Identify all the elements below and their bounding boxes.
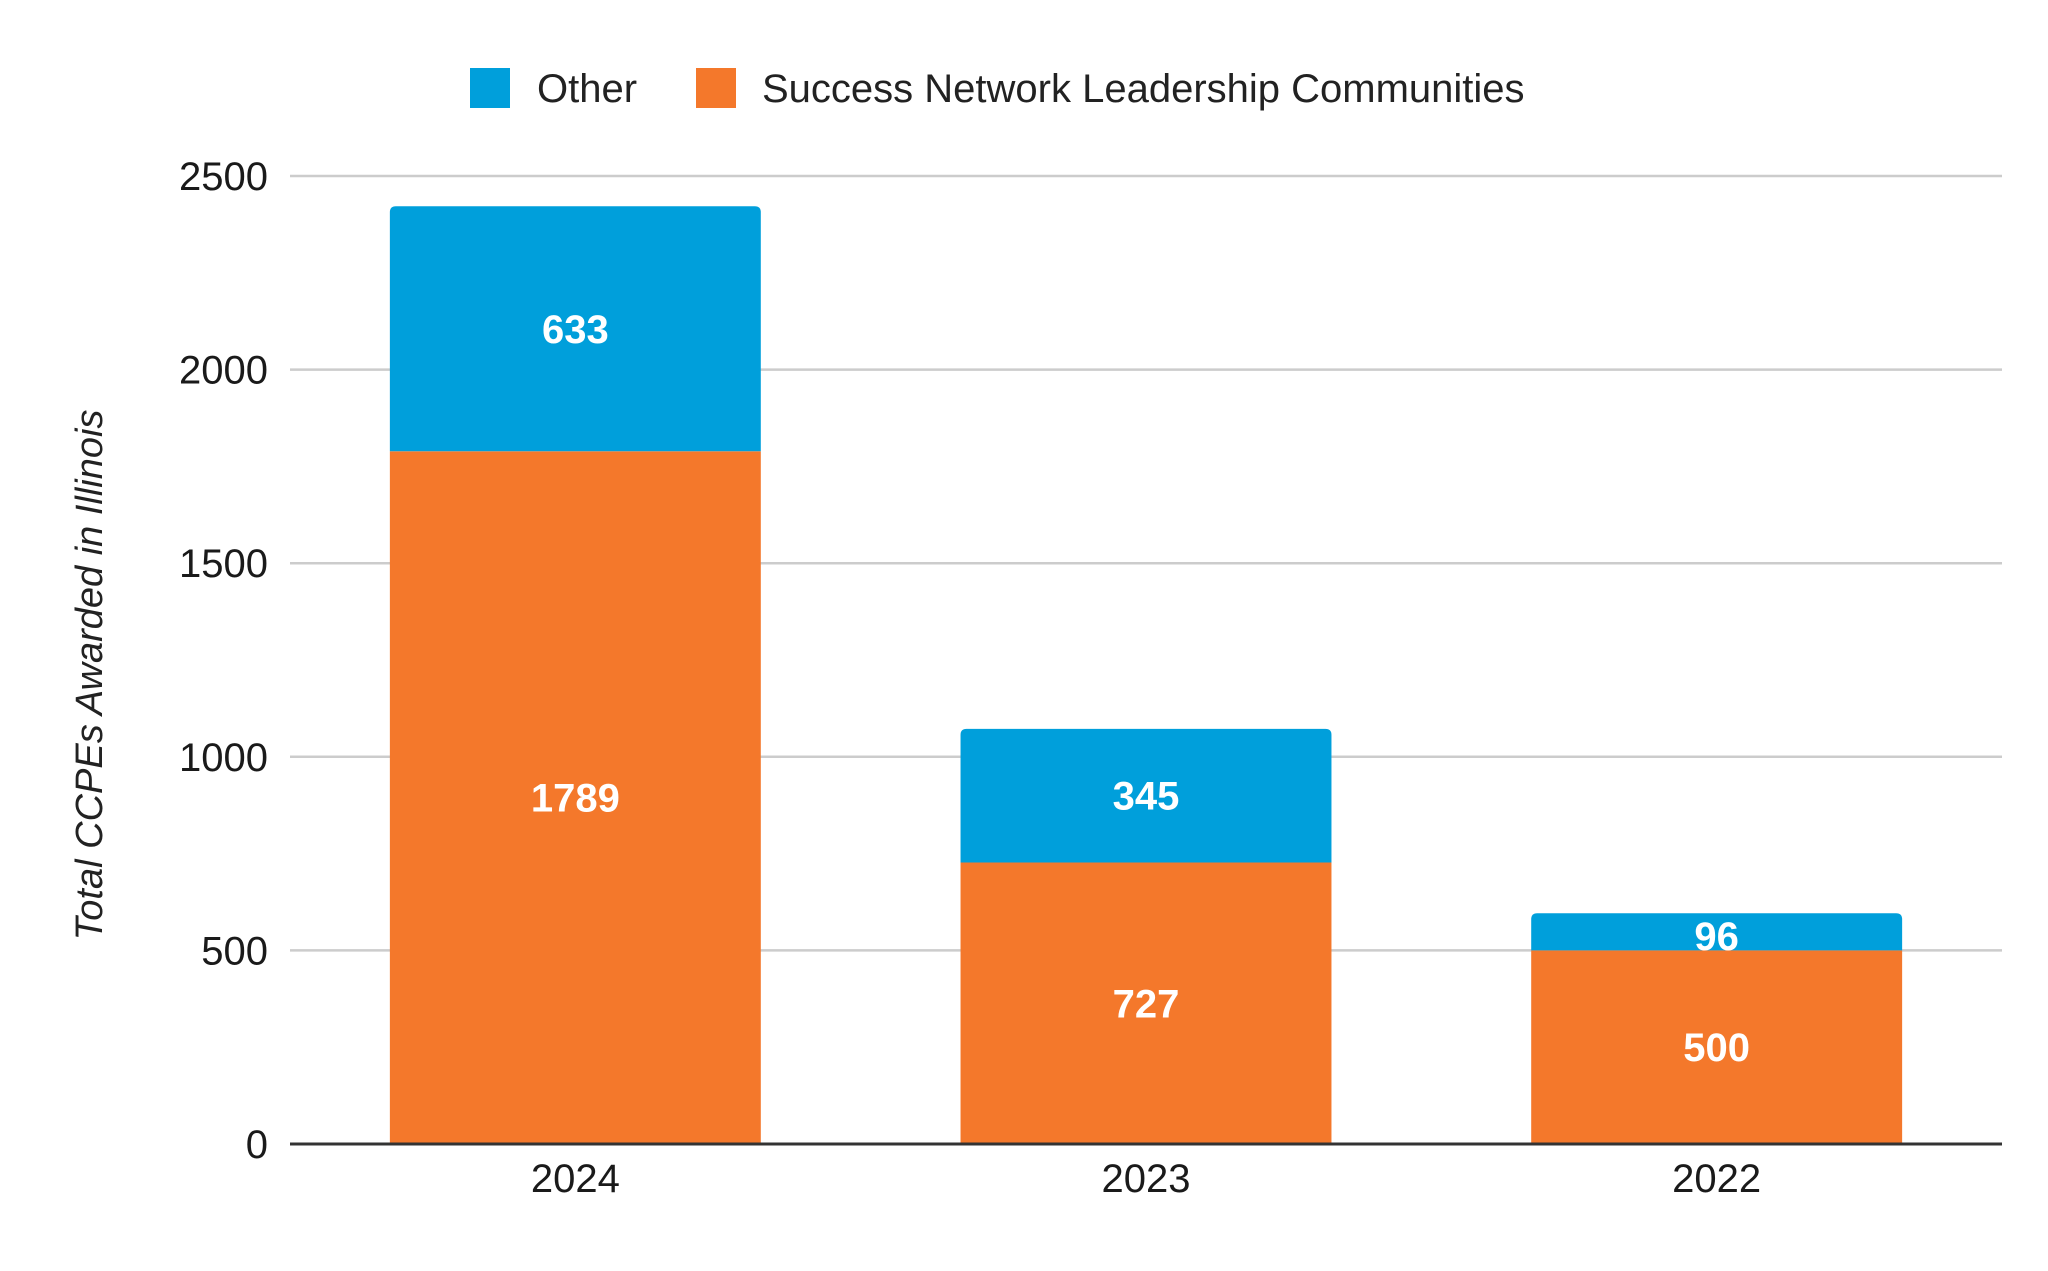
data-label: 500 [1683,1026,1750,1070]
x-tick-label: 2024 [531,1157,620,1201]
data-label: 727 [1113,982,1180,1026]
legend: Other Success Network Leadership Communit… [470,67,1525,111]
bar-segment [960,862,1332,1144]
data-label: 345 [1113,775,1180,819]
legend-label: Success Network Leadership Communities [762,67,1525,111]
y-tick-label: 0 [246,1123,268,1167]
x-tick-label: 2023 [1102,1157,1191,1201]
bar-segment [1531,913,1903,951]
y-tick-label: 1000 [179,736,268,780]
bar-segment [1531,950,1903,1144]
data-label: 1789 [531,777,620,821]
y-tick-label: 2500 [179,155,268,199]
legend-label: Other [537,67,637,111]
y-tick-label: 2000 [179,349,268,393]
y-tick-label: 1500 [179,542,268,586]
y-tick-label: 500 [201,929,268,973]
bar-segment [960,728,1332,863]
legend-swatch [470,68,510,108]
x-tick-label: 2022 [1672,1157,1761,1201]
legend-swatch [696,68,736,108]
y-axis-title: Total CCPEs Awarded in Illinois [69,410,111,941]
bar-segment [389,451,761,1144]
data-label: 633 [542,308,609,352]
bars [389,206,1903,1144]
data-label: 96 [1694,915,1739,959]
data-labels: 1789 633 727 345 500 96 [531,308,1750,1070]
bar-segment [389,206,761,452]
axes: 0 500 1000 1500 2000 2500 2024 2023 2022 [179,155,2002,1201]
